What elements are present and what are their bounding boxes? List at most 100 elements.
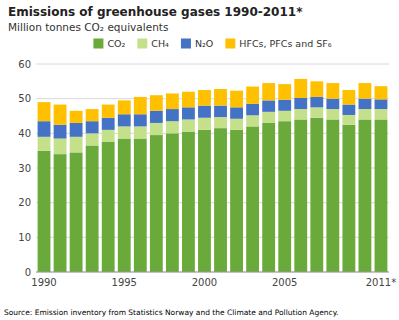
bar-segment [326, 83, 339, 99]
bar-segment [278, 100, 291, 111]
bar-segment [182, 119, 195, 131]
bar-segment [278, 84, 291, 100]
bar-segment [294, 119, 307, 272]
bar-segment [166, 93, 179, 109]
bar-segment [70, 123, 83, 137]
source-note: Source: Emission inventory from Statisti… [4, 308, 338, 317]
bar-segment [198, 90, 211, 106]
legend-item: N₂O [181, 38, 213, 49]
bar-segment [182, 132, 195, 272]
bar-segment [198, 106, 211, 118]
y-tick-label: 10 [18, 232, 31, 243]
bar-segment [70, 111, 83, 123]
bar-segment [262, 123, 275, 272]
bar-segment [54, 125, 67, 139]
bar-segment [102, 118, 115, 130]
bar-segment [38, 121, 51, 137]
y-tick-label: 60 [18, 59, 31, 70]
bar-segment [294, 79, 307, 98]
bar-segment [262, 83, 275, 100]
legend-swatch [225, 39, 235, 49]
legend-swatch [181, 39, 191, 49]
grid-line [36, 64, 389, 65]
bar-segment [134, 139, 147, 272]
title: Emissions of greenhouse gases 1990-2011* [8, 5, 303, 19]
y-tick-label: 0 [25, 267, 31, 278]
bar-segment [310, 81, 323, 97]
bar-segment [246, 115, 259, 126]
x-axis-line [36, 272, 389, 273]
bar-segment [342, 125, 355, 272]
bar-segment [54, 154, 67, 272]
bar-segment [86, 145, 99, 272]
bar-segment [86, 109, 99, 121]
bar-segment [246, 126, 259, 272]
bar-segment [342, 90, 355, 105]
bar-segment [230, 91, 243, 108]
x-tick-label: 1990 [31, 277, 56, 288]
bar-segment [230, 130, 243, 272]
grid [36, 64, 389, 272]
bar-segment [359, 119, 372, 272]
bar-segment [198, 130, 211, 272]
bar-segment [294, 98, 307, 109]
bars [38, 79, 388, 272]
legend-item: CH₄ [137, 38, 169, 49]
bar-segment [134, 114, 147, 126]
bar-segment [118, 126, 131, 138]
bar-segment [118, 139, 131, 272]
bar-segment [70, 152, 83, 272]
bar-segment [310, 97, 323, 107]
bar-segment [214, 117, 227, 128]
legend-label: N₂O [195, 38, 213, 49]
bar-segment [86, 121, 99, 133]
bar-segment [118, 100, 131, 114]
bar-segment [375, 86, 388, 99]
bar-segment [375, 99, 388, 109]
bar-segment [214, 106, 227, 117]
bar-segment [359, 99, 372, 109]
bar-segment [102, 142, 115, 272]
bar-segment [214, 128, 227, 272]
bar-segment [150, 135, 163, 272]
bar-segment [102, 130, 115, 142]
bar-segment [150, 123, 163, 135]
legend-label: CH₄ [151, 38, 169, 49]
y-tick-label: 20 [18, 197, 31, 208]
bar-segment [182, 107, 195, 119]
bar-segment [375, 119, 388, 272]
y-tick-label: 30 [18, 163, 31, 174]
y-tick-label: 50 [18, 93, 31, 104]
bar-segment [326, 119, 339, 272]
bar-segment [262, 112, 275, 123]
subtitle: Million tonnes CO₂ equivalents [8, 21, 168, 33]
x-tick-label: 1995 [112, 277, 137, 288]
bar-segment [54, 105, 67, 125]
bar-segment [310, 107, 323, 117]
bar-segment [246, 87, 259, 104]
legend-swatch [93, 39, 103, 49]
bar-segment [342, 105, 355, 115]
bar-segment [359, 109, 372, 119]
y-tick-label: 40 [18, 128, 31, 139]
bar-segment [70, 137, 83, 153]
x-tick-label: 2011* [366, 277, 396, 288]
bar-segment [166, 133, 179, 272]
legend-item: HFCs, PFCs and SF₆ [225, 38, 331, 49]
legend-label: CO₂ [107, 38, 125, 49]
bar-segment [278, 111, 291, 121]
legend-swatch [137, 39, 147, 49]
bar-segment [150, 111, 163, 123]
bar-segment [38, 102, 51, 121]
bar-segment [134, 126, 147, 138]
x-tick-label: 2000 [192, 277, 217, 288]
bar-segment [166, 109, 179, 121]
legend-item: CO₂ [93, 38, 125, 49]
grid-line [36, 272, 389, 273]
bar-segment [246, 104, 259, 115]
bar-segment [326, 99, 339, 109]
bar-segment [54, 139, 67, 155]
bar-segment [118, 114, 131, 126]
bar-segment [375, 109, 388, 119]
bar-segment [38, 151, 51, 272]
